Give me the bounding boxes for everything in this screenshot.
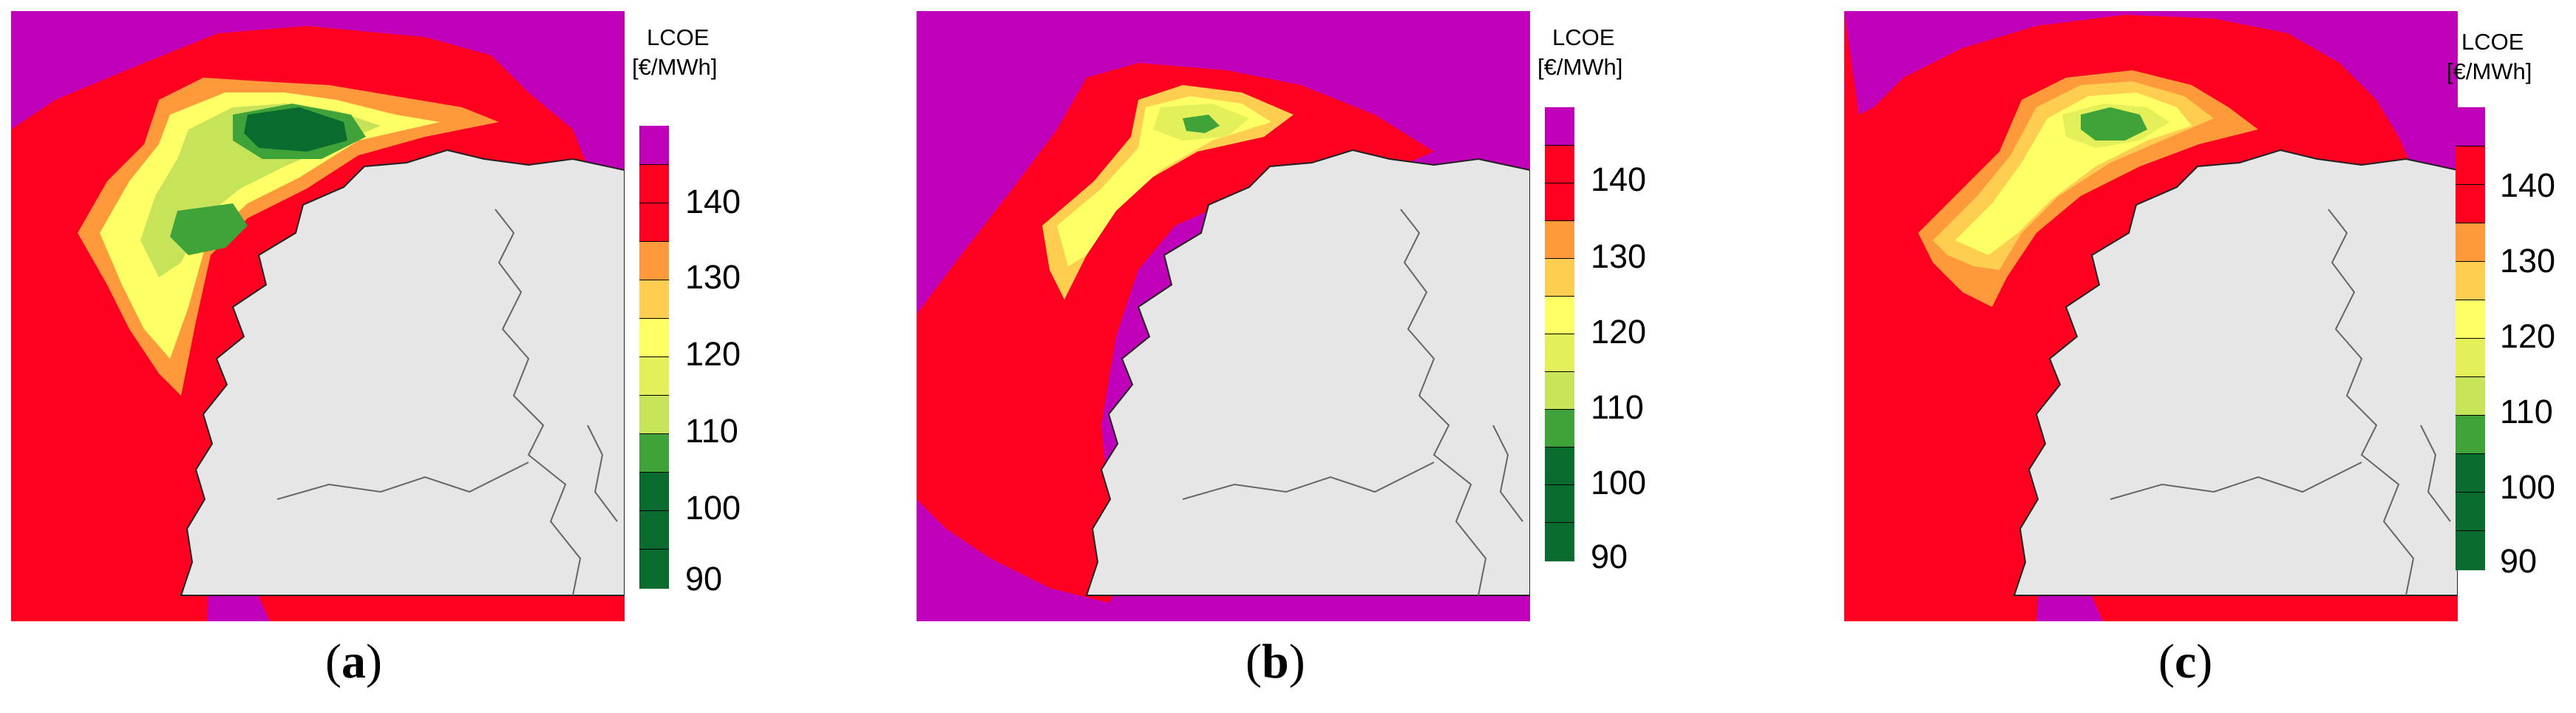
legend-tick-130: 130 (1591, 237, 1647, 275)
legend-colorbar (1545, 107, 1574, 561)
legend-tick-100: 100 (2500, 468, 2556, 506)
legend-tick-110: 110 (2500, 393, 2553, 430)
legend-colorbar (2456, 107, 2485, 570)
legend-title-line2: [€/MWh] (632, 54, 718, 80)
sea-red-region (917, 63, 1434, 603)
caption-c: (c) (2158, 635, 2213, 689)
legend-tick-110: 110 (1591, 388, 1644, 426)
sea-magenta-region (11, 11, 625, 181)
legend-tick-140: 140 (685, 183, 741, 220)
legend-tick-120: 120 (2500, 317, 2556, 355)
legend-tick-140: 140 (1591, 160, 1647, 198)
map-a (11, 11, 625, 621)
map-b (917, 11, 1530, 621)
panel-c: LCOE [€/MWh] 140 130 120 110 100 90 (c) (1833, 0, 2576, 713)
legend-title-line2: [€/MWh] (1537, 54, 1623, 80)
contour-100-south (170, 203, 248, 255)
map-b-svg (917, 11, 1530, 621)
legend-tick-110: 110 (685, 412, 738, 450)
panel-a: LCOE [€/MWh] 140 130 120 110 100 90 (a) (0, 0, 857, 713)
legend-title-line1: LCOE (2461, 29, 2524, 55)
panel-b: LCOE [€/MWh] 140 130 120 110 100 90 (b) (905, 0, 1763, 713)
contour-120 (1057, 96, 1271, 266)
legend-title-line2: [€/MWh] (2447, 58, 2532, 84)
map-c-svg (1844, 11, 2458, 621)
caption-b: (b) (1245, 635, 1305, 689)
legend-colorbar (639, 126, 669, 589)
legend-tick-130: 130 (2500, 242, 2556, 280)
legend-tick-100: 100 (685, 489, 741, 527)
caption-a: (a) (325, 635, 382, 689)
contour-90 (244, 107, 347, 152)
sea-magenta-region (1844, 11, 2458, 181)
legend-tick-100: 100 (1591, 464, 1647, 501)
contour-105 (1183, 115, 1220, 133)
legend-tick-90: 90 (2500, 542, 2538, 580)
contour-130 (1042, 85, 1294, 300)
map-a-svg (11, 11, 625, 621)
contour-105 (2081, 107, 2147, 141)
legend-title-line1: LCOE (1552, 24, 1615, 50)
legend-tick-140: 140 (2500, 166, 2556, 204)
legend-title-line1: LCOE (647, 24, 710, 50)
legend-tick-90: 90 (1591, 538, 1628, 575)
legend-tick-120: 120 (685, 335, 741, 373)
legend-tick-90: 90 (685, 560, 723, 598)
map-c (1844, 11, 2458, 621)
legend-tick-130: 130 (685, 258, 741, 296)
legend-tick-120: 120 (1591, 313, 1647, 351)
